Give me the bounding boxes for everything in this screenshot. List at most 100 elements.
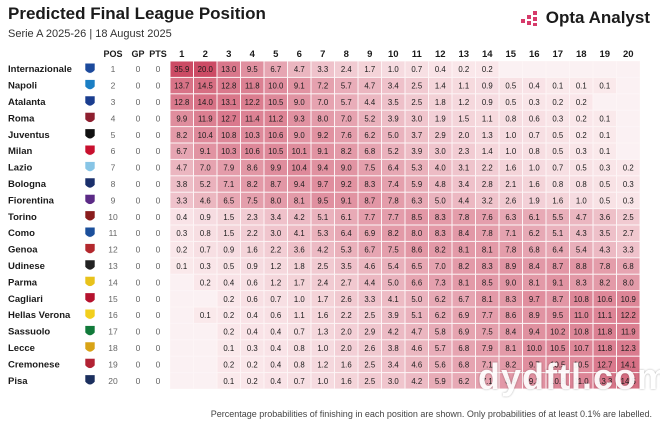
heatmap-cell: [311, 192, 334, 209]
heatmap-cell: [499, 340, 522, 356]
heatmap-cell: [288, 127, 311, 143]
heatmap-cell-label: 1.6: [341, 360, 352, 369]
como-crest-icon: [84, 226, 96, 238]
team-pts: 0: [156, 261, 161, 271]
team-name: Juventus: [8, 130, 50, 141]
heatmap-cell: [452, 110, 475, 127]
heatmap-cell: [546, 307, 569, 323]
heatmap-cell: [429, 241, 452, 258]
heatmap-cell-label: 8.8: [576, 262, 587, 271]
heatmap-cell-label: 0.7: [294, 328, 305, 337]
team-gp: 0: [136, 327, 141, 337]
heatmap-cell: [523, 110, 546, 127]
heatmap-cell-label: 2.7: [341, 278, 352, 287]
heatmap-cell: [429, 192, 452, 209]
heatmap-cell: [476, 94, 499, 110]
team-gp: 0: [136, 245, 141, 255]
heatmap-cell-label: 1.0: [294, 295, 306, 304]
heatmap-cell: [170, 143, 193, 159]
heatmap-cell: [241, 356, 264, 373]
heatmap-cell-label: 3.4: [388, 82, 400, 91]
heatmap-cell-label: 9.1: [200, 147, 211, 156]
heatmap-cell-label: 8.4: [458, 229, 470, 238]
heatmap-cell: [405, 274, 428, 291]
heatmap-cell: [264, 241, 287, 258]
heatmap-cell: [264, 258, 287, 274]
juventus-crest-icon: [84, 128, 96, 140]
heatmap-cell: [523, 225, 546, 241]
heatmap-cell-label: 4.2: [411, 377, 422, 386]
team-gp: 0: [136, 310, 141, 320]
heatmap-cell: [311, 143, 334, 159]
heatmap-cell-label: 3.5: [341, 262, 353, 271]
heatmap-cell-label: 0.8: [294, 344, 305, 353]
heatmap-cell: [405, 127, 428, 143]
heatmap-cell: [382, 291, 405, 307]
heatmap-cell: [264, 225, 287, 241]
heatmap-cell-label: 7.9: [482, 344, 493, 353]
heatmap-cell-label: 3.4: [458, 180, 470, 189]
heatmap-cell-label: 8.2: [599, 278, 610, 287]
heatmap-cell: [288, 110, 311, 127]
heatmap-cell: [194, 241, 217, 258]
heatmap-cell: [429, 110, 452, 127]
heatmap-cell-label: 4.4: [364, 278, 376, 287]
team-pts: 0: [156, 294, 161, 304]
heatmap-cell: [335, 94, 358, 110]
heatmap-cell-label: 3.8: [388, 344, 399, 353]
heatmap-cell-empty: [617, 143, 640, 159]
position-header: 14: [482, 49, 493, 60]
heatmap-cell-empty: [499, 61, 522, 77]
heatmap-cell-label: 9.5: [247, 65, 259, 74]
heatmap-cell-label: 0.2: [576, 98, 587, 107]
heatmap-cell-label: 10.5: [550, 344, 566, 353]
heatmap-cell-label: 0.3: [529, 98, 540, 107]
heatmap-cell: [570, 77, 593, 94]
heatmap-cell-label: 1.5: [223, 229, 235, 238]
team-name: Pisa: [8, 376, 28, 387]
heatmap-cell: [429, 77, 452, 94]
brand-logo: Opta Analyst: [519, 8, 650, 28]
heatmap-cell-label: 8.0: [623, 278, 635, 287]
heatmap-cell-label: 9.1: [294, 82, 305, 91]
heatmap-cell-label: 0.2: [200, 278, 211, 287]
heatmap-cell: [546, 176, 569, 192]
sassuolo-crest-icon: [84, 325, 96, 336]
heatmap-cell-label: 5.3: [317, 229, 328, 238]
heatmap-cell: [499, 356, 522, 373]
heatmap-cell: [217, 225, 240, 241]
heatmap-cell: [241, 176, 264, 192]
heatmap-cell: [311, 127, 334, 143]
team-pos: 11: [109, 228, 118, 238]
heatmap-cell: [288, 192, 311, 209]
heatmap-cell: [358, 323, 381, 340]
team-pos: 14: [108, 277, 118, 287]
heatmap-cell: [288, 307, 311, 323]
heatmap-cell-empty: [170, 340, 193, 356]
heatmap-cell: [570, 176, 593, 192]
heatmap-cell: [382, 340, 405, 356]
team-pos: 8: [111, 179, 116, 189]
heatmap-cell: [311, 77, 334, 94]
heatmap-cell-label: 0.5: [552, 131, 564, 140]
team-gp: 0: [136, 294, 141, 304]
heatmap-cell: [405, 77, 428, 94]
heatmap-cell: [194, 258, 217, 274]
heatmap-cell-label: 3.4: [270, 213, 282, 222]
heatmap-cell-empty: [593, 61, 616, 77]
heatmap-cell-label: 0.2: [458, 65, 469, 74]
heatmap-cell-label: 0.5: [599, 196, 611, 205]
heatmap-cell-label: 1.1: [482, 114, 493, 123]
heatmap-cell-label: 6.9: [364, 229, 375, 238]
heatmap-cell-label: 0.8: [200, 229, 211, 238]
heatmap-cell-label: 5.8: [435, 328, 446, 337]
heatmap-cell-label: 8.7: [552, 262, 563, 271]
heatmap-cell: [429, 94, 452, 110]
heatmap-cell: [241, 77, 264, 94]
team-name: Como: [8, 228, 35, 239]
heatmap-cell-label: 0.8: [294, 360, 305, 369]
heatmap-cell-label: 9.1: [341, 196, 352, 205]
heatmap-cell: [476, 340, 499, 356]
heatmap-cell-label: 2.0: [341, 344, 353, 353]
heatmap-cell-label: 3.3: [317, 65, 328, 74]
